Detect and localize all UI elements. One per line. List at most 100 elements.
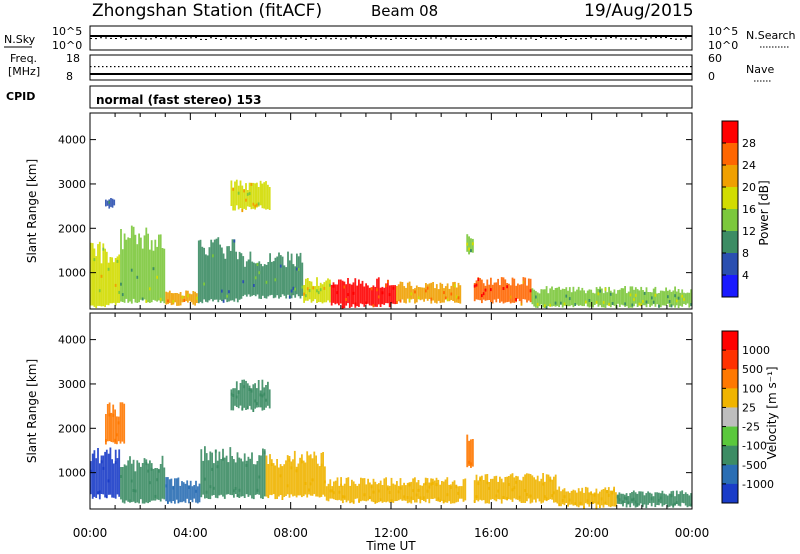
- nave-dot: [218, 66, 220, 68]
- nave-dot: [418, 66, 420, 68]
- echo-cell: [297, 463, 300, 496]
- echo-cell: [93, 248, 96, 307]
- echo-cell: [588, 299, 591, 302]
- echo-cell: [356, 285, 358, 307]
- echo-cell: [114, 438, 116, 442]
- echo-cell: [563, 495, 566, 499]
- echo-cell: [183, 295, 186, 302]
- y-tick-label: 2000: [58, 422, 86, 435]
- echo-cell: [127, 460, 130, 502]
- echo-cell: [358, 279, 360, 307]
- echo-cell: [668, 289, 671, 308]
- nsearch-tick-top: 10^5: [708, 25, 738, 38]
- echo-cell: [234, 388, 236, 406]
- echo-cell: [597, 493, 600, 504]
- echo-cell: [625, 497, 628, 501]
- echo-cell: [213, 239, 216, 300]
- echo-cell: [246, 190, 249, 207]
- nsearch-dot: [375, 37, 377, 39]
- echo-cell: [381, 291, 384, 295]
- echo-cell: [500, 478, 503, 504]
- nsky-tick-top: 10^5: [52, 25, 82, 38]
- colorbar-tick-label: 16: [742, 203, 756, 216]
- nave-dot: [102, 66, 104, 68]
- echo-cell: [165, 484, 168, 488]
- echo-cell: [250, 389, 253, 393]
- echo-cell: [222, 457, 224, 461]
- echo-cell: [261, 394, 264, 398]
- velocity-plot-bg: [90, 313, 692, 509]
- echo-cell: [293, 450, 296, 496]
- echo-cell: [423, 496, 425, 500]
- echo-cell: [572, 286, 575, 308]
- echo-cell: [258, 455, 261, 495]
- echo-cell: [191, 486, 194, 503]
- echo-cell: [446, 283, 449, 299]
- echo-cell: [150, 467, 153, 471]
- echo-cell: [583, 290, 585, 307]
- echo-cell: [170, 293, 173, 306]
- echo-cell: [297, 256, 300, 297]
- echo-cell: [604, 487, 607, 505]
- echo-cell: [625, 493, 628, 508]
- echo-cell: [399, 486, 402, 490]
- nave-dot: [98, 66, 100, 68]
- echo-cell: [683, 297, 685, 301]
- nsearch-dot: [330, 38, 332, 40]
- echo-cell: [679, 491, 682, 507]
- echo-cell: [570, 490, 573, 505]
- colorbar-segment: [722, 331, 738, 351]
- echo-cell: [251, 452, 253, 499]
- echo-cell: [497, 278, 499, 299]
- echo-cell: [545, 306, 548, 310]
- nsearch-dot: [680, 38, 682, 40]
- nsearch-dot: [395, 37, 397, 39]
- nave-dot: [562, 66, 564, 68]
- nave-dot: [138, 66, 140, 68]
- cpid-label: CPID: [6, 90, 35, 103]
- echo-cell: [428, 283, 431, 299]
- echo-cell: [606, 490, 608, 505]
- nsearch-dot: [515, 37, 517, 39]
- echo-cell: [247, 456, 250, 497]
- nave-dot: [310, 66, 312, 68]
- echo-cell: [633, 298, 635, 302]
- colorbar-segment: [722, 407, 738, 427]
- echo-cell: [141, 297, 144, 301]
- echo-cell: [631, 492, 633, 504]
- echo-cell: [267, 184, 269, 210]
- echo-cell: [631, 303, 634, 307]
- echo-cell: [111, 257, 113, 304]
- echo-cell: [107, 267, 110, 271]
- nsearch-dot: [615, 37, 617, 39]
- colorbar-segment: [722, 350, 738, 370]
- echo-cell: [599, 505, 601, 508]
- echo-cell: [309, 482, 312, 486]
- echo-cell: [193, 485, 196, 499]
- nsearch-dot: [405, 37, 407, 39]
- echo-cell: [342, 485, 344, 504]
- echo-cell: [209, 451, 212, 500]
- echo-cell: [188, 486, 190, 489]
- echo-cell: [551, 479, 553, 500]
- echo-cell: [333, 481, 335, 500]
- echo-cell: [622, 493, 624, 507]
- echo-cell: [237, 390, 240, 394]
- echo-cell: [100, 263, 103, 307]
- nave-dot: [462, 66, 464, 68]
- echo-cell: [658, 304, 660, 308]
- echo-cell: [235, 381, 238, 407]
- echo-cell: [351, 479, 353, 503]
- echo-cell: [216, 465, 219, 469]
- echo-cell: [338, 490, 341, 494]
- echo-cell: [245, 460, 248, 495]
- echo-cell: [527, 278, 530, 301]
- echo-cell: [221, 247, 223, 302]
- colorbar-tick-label: -500: [742, 459, 767, 472]
- nave-dot: [362, 66, 364, 68]
- echo-cell: [235, 179, 238, 206]
- nave-dot: [590, 66, 592, 68]
- echo-cell: [159, 464, 162, 502]
- echo-cell: [435, 483, 438, 487]
- nave-dot: [554, 66, 556, 68]
